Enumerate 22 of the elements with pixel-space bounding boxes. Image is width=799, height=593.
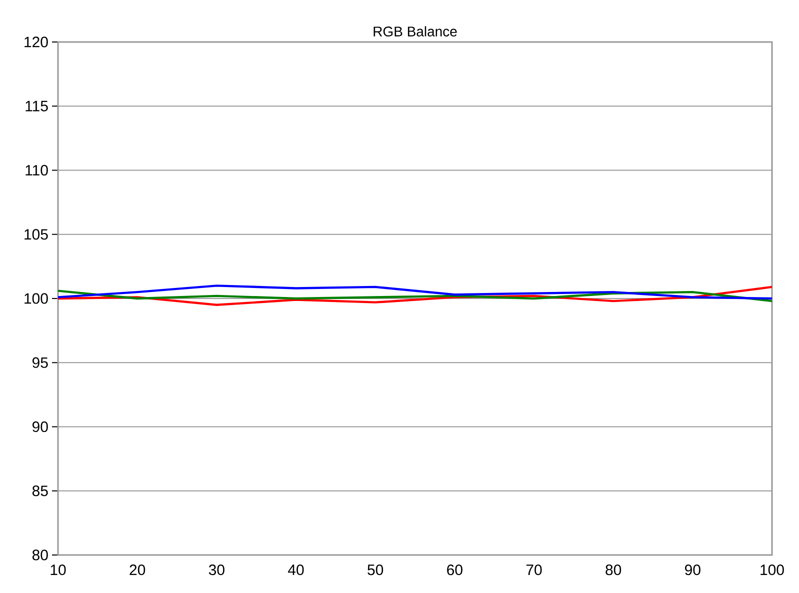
y-tick-label: 80 xyxy=(32,550,48,560)
y-tick-label: 110 xyxy=(26,164,48,176)
x-tick-label: 30 xyxy=(208,564,224,576)
x-tick-label: 10 xyxy=(50,564,66,576)
x-tick-label: 60 xyxy=(447,564,462,576)
x-tick-label: 50 xyxy=(368,564,384,576)
x-tick-label: 40 xyxy=(288,564,304,576)
x-tick-label: 80 xyxy=(606,564,622,576)
y-tick-label: 120 xyxy=(24,36,48,48)
y-tick-label: 115 xyxy=(26,100,48,112)
y-tick-label: 85 xyxy=(32,486,48,496)
x-tick-label: 100 xyxy=(760,564,784,576)
x-tick-label: 20 xyxy=(130,564,146,576)
y-tick-label: 105 xyxy=(24,229,48,240)
y-tick-label: 100 xyxy=(24,293,48,304)
line-series xyxy=(58,286,772,306)
line-series xyxy=(58,284,772,300)
y-tick-label: 95 xyxy=(32,357,48,368)
x-tick-label: 70 xyxy=(526,564,542,576)
chart-title: RGB Balance xyxy=(374,26,457,36)
x-tick-label: 90 xyxy=(685,564,700,576)
y-tick-label: 90 xyxy=(32,421,48,432)
